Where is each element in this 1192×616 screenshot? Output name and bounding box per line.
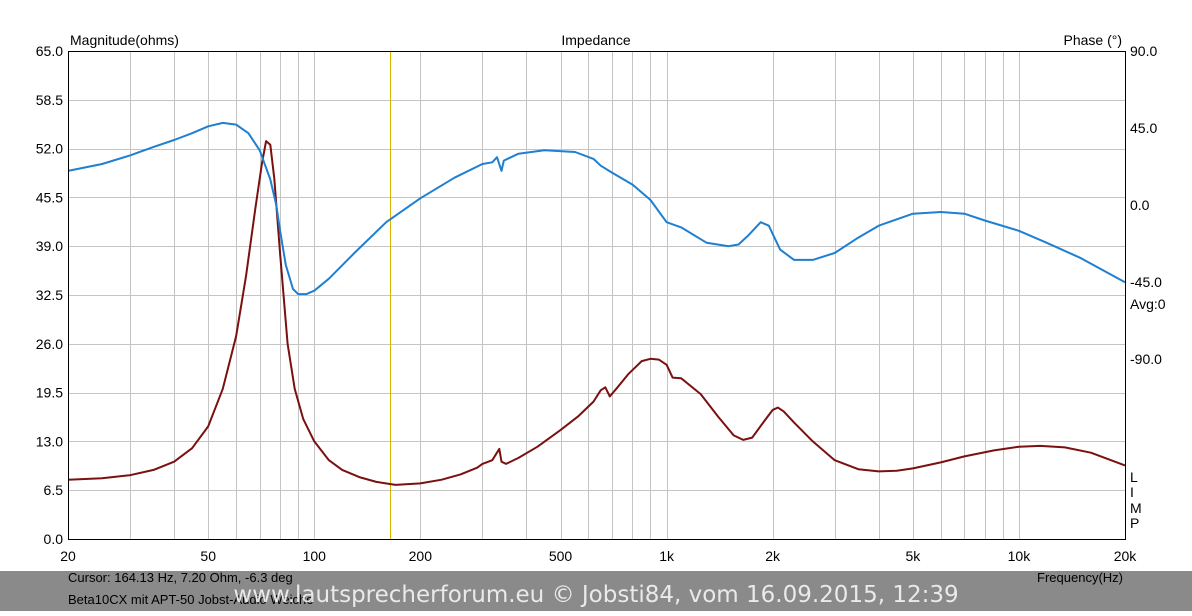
phase-tick-label: -90.0 [1130,351,1162,367]
x-tick-label: 2k [765,548,781,564]
x-axis-label: Frequency(Hz) [1037,570,1123,585]
phase-tick-label: 45.0 [1130,120,1157,136]
watermark-text: www.lautsprecherforum.eu © Jobsti84, vom… [233,582,958,608]
x-tick-label: 200 [409,548,433,564]
avg-label: Avg:0 [1130,296,1166,312]
magnitude-curve [67,140,1126,486]
x-tick-label: 5k [905,548,921,564]
y-tick-label: 32.5 [36,287,63,303]
side-letter-l: L [1130,469,1138,485]
y-tick-label: 19.5 [36,385,63,401]
y-tick-label: 45.5 [36,189,63,205]
left-axis-label: Magnitude(ohms) [70,32,179,48]
x-tick-label: 10k [1008,548,1032,564]
x-tick-label: 20k [1114,548,1138,564]
plot-frame [68,51,1126,540]
side-letter-p: P [1130,515,1139,531]
chart-title: Impedance [561,32,630,48]
right-axis-label: Phase (°) [1063,32,1122,48]
y-tick-label: 39.0 [36,238,63,254]
phase-tick-label: 90.0 [1130,43,1157,59]
y-tick-label: 26.0 [36,336,63,352]
side-letter-m: M [1130,500,1142,516]
y-tick-label: 65.0 [36,43,63,59]
tick-labels: 65.0 58.5 52.0 45.5 39.0 32.5 26.0 19.5 13.0 6.5 0… [36,43,1162,564]
grid-lines [68,51,1125,539]
x-tick-label: 100 [303,548,327,564]
curves [67,121,1126,486]
phase-tick-label: -45.0 [1130,274,1162,290]
y-tick-label: 0.0 [44,531,64,547]
x-tick-label: 500 [549,548,573,564]
side-letter-i: I [1130,484,1134,500]
x-tick-label: 20 [60,548,76,564]
y-tick-label: 58.5 [36,92,63,108]
y-tick-label: 52.0 [36,141,63,157]
phase-curve [67,121,1126,296]
cursor-readout: Cursor: 164.13 Hz, 7.20 Ohm, -6.3 deg [68,570,293,585]
y-tick-label: 6.5 [44,482,64,498]
curve-name: Beta10CX mit APT-50 Jobst-Audio Weiche [68,592,313,607]
y-tick-label: 13.0 [36,433,63,449]
footer-band [0,571,1192,611]
x-tick-label: 1k [659,548,675,564]
phase-tick-label: 0.0 [1130,197,1150,213]
x-tick-label: 50 [200,548,216,564]
